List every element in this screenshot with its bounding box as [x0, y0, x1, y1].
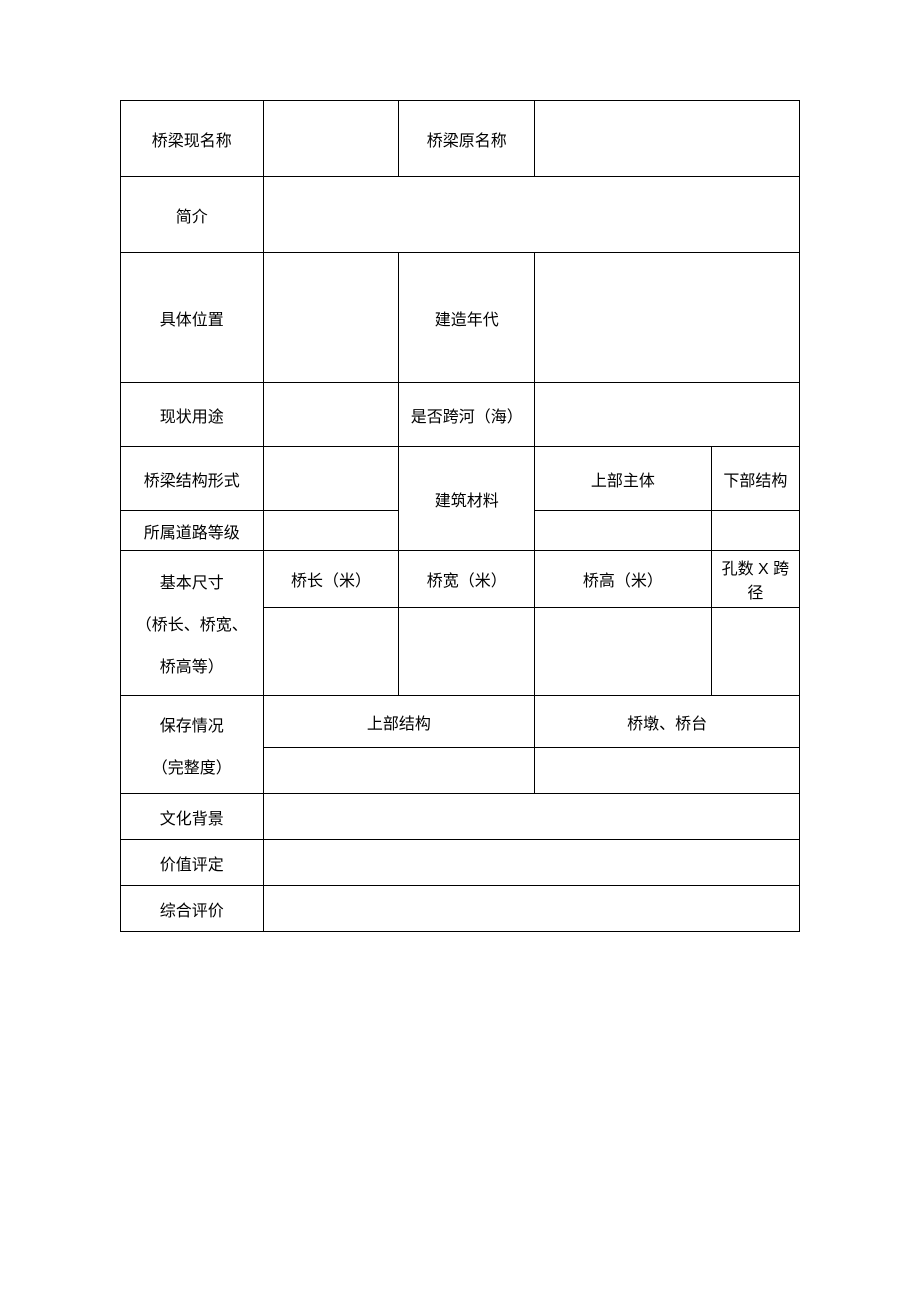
label-bridge-original-name: 桥梁原名称	[399, 101, 535, 177]
value-comprehensive-evaluation	[263, 886, 799, 932]
value-current-use	[263, 383, 399, 447]
value-value-assessment	[263, 840, 799, 886]
label-bridge-length: 桥长（米）	[263, 551, 399, 608]
value-bridge-current-name	[263, 101, 399, 177]
label-construction-era: 建造年代	[399, 253, 535, 383]
label-bridge-height: 桥高（米）	[535, 551, 712, 608]
value-bridge-height	[535, 608, 712, 696]
label-pier-abutment: 桥墩、桥台	[535, 696, 800, 748]
label-cultural-background: 文化背景	[121, 794, 264, 840]
value-crosses-river	[535, 383, 800, 447]
value-cultural-background	[263, 794, 799, 840]
value-bridge-original-name	[535, 101, 800, 177]
pres-line2: （完整度）	[125, 754, 259, 778]
label-upper-structure: 上部结构	[263, 696, 535, 748]
value-bridge-length	[263, 608, 399, 696]
value-mat-col2	[711, 511, 799, 551]
value-mat-col1	[535, 511, 712, 551]
label-hole-span: 孔数 X 跨径	[711, 551, 799, 608]
value-road-grade	[263, 511, 399, 551]
label-building-materials: 建筑材料	[399, 447, 535, 551]
label-upper-main-body: 上部主体	[535, 447, 712, 511]
value-upper-structure	[263, 748, 535, 794]
value-specific-location	[263, 253, 399, 383]
table-row: 具体位置 建造年代	[121, 253, 800, 383]
label-structure-form: 桥梁结构形式	[121, 447, 264, 511]
value-bridge-width	[399, 608, 535, 696]
table-row: 综合评价	[121, 886, 800, 932]
value-structure-form	[263, 447, 399, 511]
table-row: 简介	[121, 177, 800, 253]
table-row: 保存情况 （完整度） 上部结构 桥墩、桥台	[121, 696, 800, 748]
value-introduction	[263, 177, 799, 253]
dim-line3: 桥高等）	[125, 653, 259, 677]
label-comprehensive-evaluation: 综合评价	[121, 886, 264, 932]
bridge-info-table: 桥梁现名称 桥梁原名称 简介 具体位置 建造年代 现状用途 是否跨河（海） 桥梁…	[120, 100, 800, 932]
dim-line2: （桥长、桥宽、	[125, 611, 259, 635]
table-row: 价值评定	[121, 840, 800, 886]
label-road-grade: 所属道路等级	[121, 511, 264, 551]
table-row: 现状用途 是否跨河（海）	[121, 383, 800, 447]
value-construction-era	[535, 253, 800, 383]
label-basic-dimensions: 基本尺寸 （桥长、桥宽、 桥高等）	[121, 551, 264, 696]
label-current-use: 现状用途	[121, 383, 264, 447]
table-row: 桥梁现名称 桥梁原名称	[121, 101, 800, 177]
label-preservation: 保存情况 （完整度）	[121, 696, 264, 794]
label-value-assessment: 价值评定	[121, 840, 264, 886]
label-bridge-width: 桥宽（米）	[399, 551, 535, 608]
label-lower-structure: 下部结构	[711, 447, 799, 511]
label-specific-location: 具体位置	[121, 253, 264, 383]
label-introduction: 简介	[121, 177, 264, 253]
table-row: 文化背景	[121, 794, 800, 840]
table-row: 桥梁结构形式 建筑材料 上部主体 下部结构	[121, 447, 800, 511]
label-bridge-current-name: 桥梁现名称	[121, 101, 264, 177]
value-pier-abutment	[535, 748, 800, 794]
label-crosses-river: 是否跨河（海）	[399, 383, 535, 447]
pres-line1: 保存情况	[125, 712, 259, 736]
dim-line1: 基本尺寸	[125, 569, 259, 593]
table-row: 基本尺寸 （桥长、桥宽、 桥高等） 桥长（米） 桥宽（米） 桥高（米） 孔数 X…	[121, 551, 800, 608]
value-hole-span	[711, 608, 799, 696]
